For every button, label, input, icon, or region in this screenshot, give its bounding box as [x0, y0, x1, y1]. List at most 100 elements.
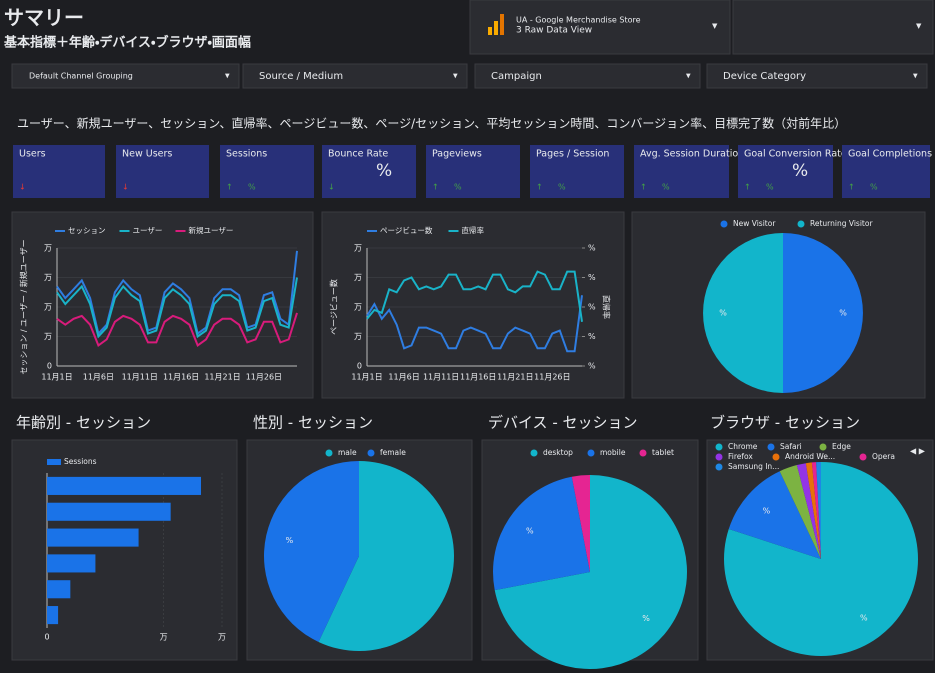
y2-tick-label: % — [588, 362, 596, 371]
filter-dropdown[interactable] — [11, 63, 240, 89]
filter-dropdown[interactable] — [242, 63, 468, 89]
kpi-label: Pageviews — [432, 149, 482, 160]
account-selector[interactable] — [469, 0, 731, 55]
bar — [47, 476, 201, 495]
section-title: デバイス - セッション — [488, 414, 638, 432]
pie-slice — [703, 233, 783, 393]
kpi-card — [220, 145, 314, 198]
dropdown-arrow: ▼ — [225, 73, 230, 80]
kpi-arrow: ↑ — [536, 183, 543, 192]
x-tick-label: 万 — [160, 633, 168, 642]
filter-label: Device Category — [723, 71, 806, 82]
legend-swatch — [715, 453, 723, 461]
legend-label: Samsung In... — [728, 462, 779, 471]
kpi-arrow: ↑ — [848, 183, 855, 192]
section-title: 年齢別 - セッション — [16, 414, 151, 432]
legend-label: Firefox — [728, 452, 753, 461]
dropdown-arrow: ▼ — [686, 73, 691, 80]
kpi-label: Users — [19, 149, 46, 160]
secondary-selector[interactable] — [732, 0, 934, 55]
pie-slice — [571, 475, 590, 572]
legend-label: Chrome — [728, 442, 758, 451]
filter-label: Source / Medium — [259, 71, 343, 82]
analytics-icon — [494, 21, 498, 35]
pie-slice — [796, 463, 821, 559]
legend-swatch — [715, 443, 723, 451]
legend-label: ページビュー数 — [380, 225, 433, 235]
kpi-label: New Users — [122, 149, 172, 160]
legend-swatch — [859, 453, 867, 461]
kpi-arrow: ↑ — [226, 183, 233, 192]
filter-dropdown[interactable] — [706, 63, 928, 89]
y-tick-label: 0 — [47, 362, 52, 371]
y-tick-label: 万 — [44, 244, 52, 253]
slice-label: % — [860, 613, 868, 622]
kpi-card — [738, 145, 833, 198]
x-tick-label: 11月26日 — [534, 373, 570, 382]
x-tick-label: 11月16日 — [460, 373, 496, 382]
y-tick-label: 万 — [354, 303, 362, 312]
legend-label: desktop — [543, 448, 573, 457]
filter-label: Default Channel Grouping — [29, 72, 133, 81]
pie-slice — [779, 465, 821, 559]
legend-swatch — [797, 220, 805, 228]
legend-swatch — [819, 443, 827, 451]
section-title: 性別 - セッション — [253, 414, 373, 432]
y2-tick-label: % — [588, 244, 596, 253]
pie-slice — [783, 233, 863, 393]
x-tick-label: 11月11日 — [122, 373, 158, 382]
pie-slice — [493, 476, 590, 591]
y-axis-title: ページビュー数 — [329, 279, 339, 335]
x-tick-label: 11月6日 — [83, 373, 114, 382]
y-tick-label: 万 — [354, 273, 362, 282]
legend-label: New Visitor — [733, 219, 776, 228]
pie-slice — [811, 462, 821, 559]
y2-tick-label: % — [588, 303, 596, 312]
y2-tick-label: % — [588, 273, 596, 282]
legend-label: Safari — [780, 442, 802, 451]
y2-tick-label: % — [588, 332, 596, 341]
legend-swatch — [367, 449, 375, 457]
analytics-icon — [500, 14, 504, 35]
pie-slice — [816, 461, 821, 559]
pie-slice — [805, 462, 821, 559]
y-tick-label: 万 — [44, 332, 52, 341]
y-tick-label: 万 — [44, 303, 52, 312]
x-tick-label: 11月1日 — [351, 373, 382, 382]
slice-label: % — [286, 536, 294, 545]
legend-label: Opera — [872, 452, 895, 461]
legend-label: 新規ユーザー — [189, 226, 234, 235]
slice-label: % — [642, 614, 650, 623]
legend-label: Edge — [832, 442, 851, 451]
kpi-card — [842, 145, 930, 198]
dropdown-arrow: ▼ — [712, 22, 718, 30]
y-tick-label: 万 — [354, 244, 362, 253]
bar — [47, 502, 171, 521]
pie-slice — [494, 475, 688, 669]
x-tick-label: 11月6日 — [388, 373, 419, 382]
page-title: サマリー — [4, 6, 84, 30]
x-tick-label: 11月11日 — [423, 373, 459, 382]
kpi-label: Goal Completions — [848, 149, 932, 160]
chart-panel — [321, 211, 625, 399]
series-line — [56, 312, 298, 347]
filter-dropdown[interactable] — [474, 63, 701, 89]
x-tick-label: 万 — [218, 633, 226, 642]
y2-axis-title: 直帰率 — [602, 295, 612, 319]
legend-swatch — [587, 449, 595, 457]
kpi-value: % — [792, 161, 808, 181]
legend-swatch — [767, 443, 775, 451]
bar — [47, 580, 71, 599]
legend-label: ユーザー — [133, 226, 163, 235]
y-tick-label: 0 — [357, 362, 362, 371]
kpi-label: Goal Conversion Rate — [744, 149, 847, 160]
legend-swatch — [530, 449, 538, 457]
kpi-card — [634, 145, 729, 198]
dropdown-arrow: ▼ — [453, 73, 458, 80]
kpi-arrow: ↑ — [640, 183, 647, 192]
bar — [47, 606, 59, 625]
y-tick-label: 万 — [44, 273, 52, 282]
legend-label: tablet — [652, 448, 674, 457]
pager-arrows[interactable]: ◀ ▶ — [910, 447, 926, 456]
kpi-label: Bounce Rate — [328, 149, 388, 160]
